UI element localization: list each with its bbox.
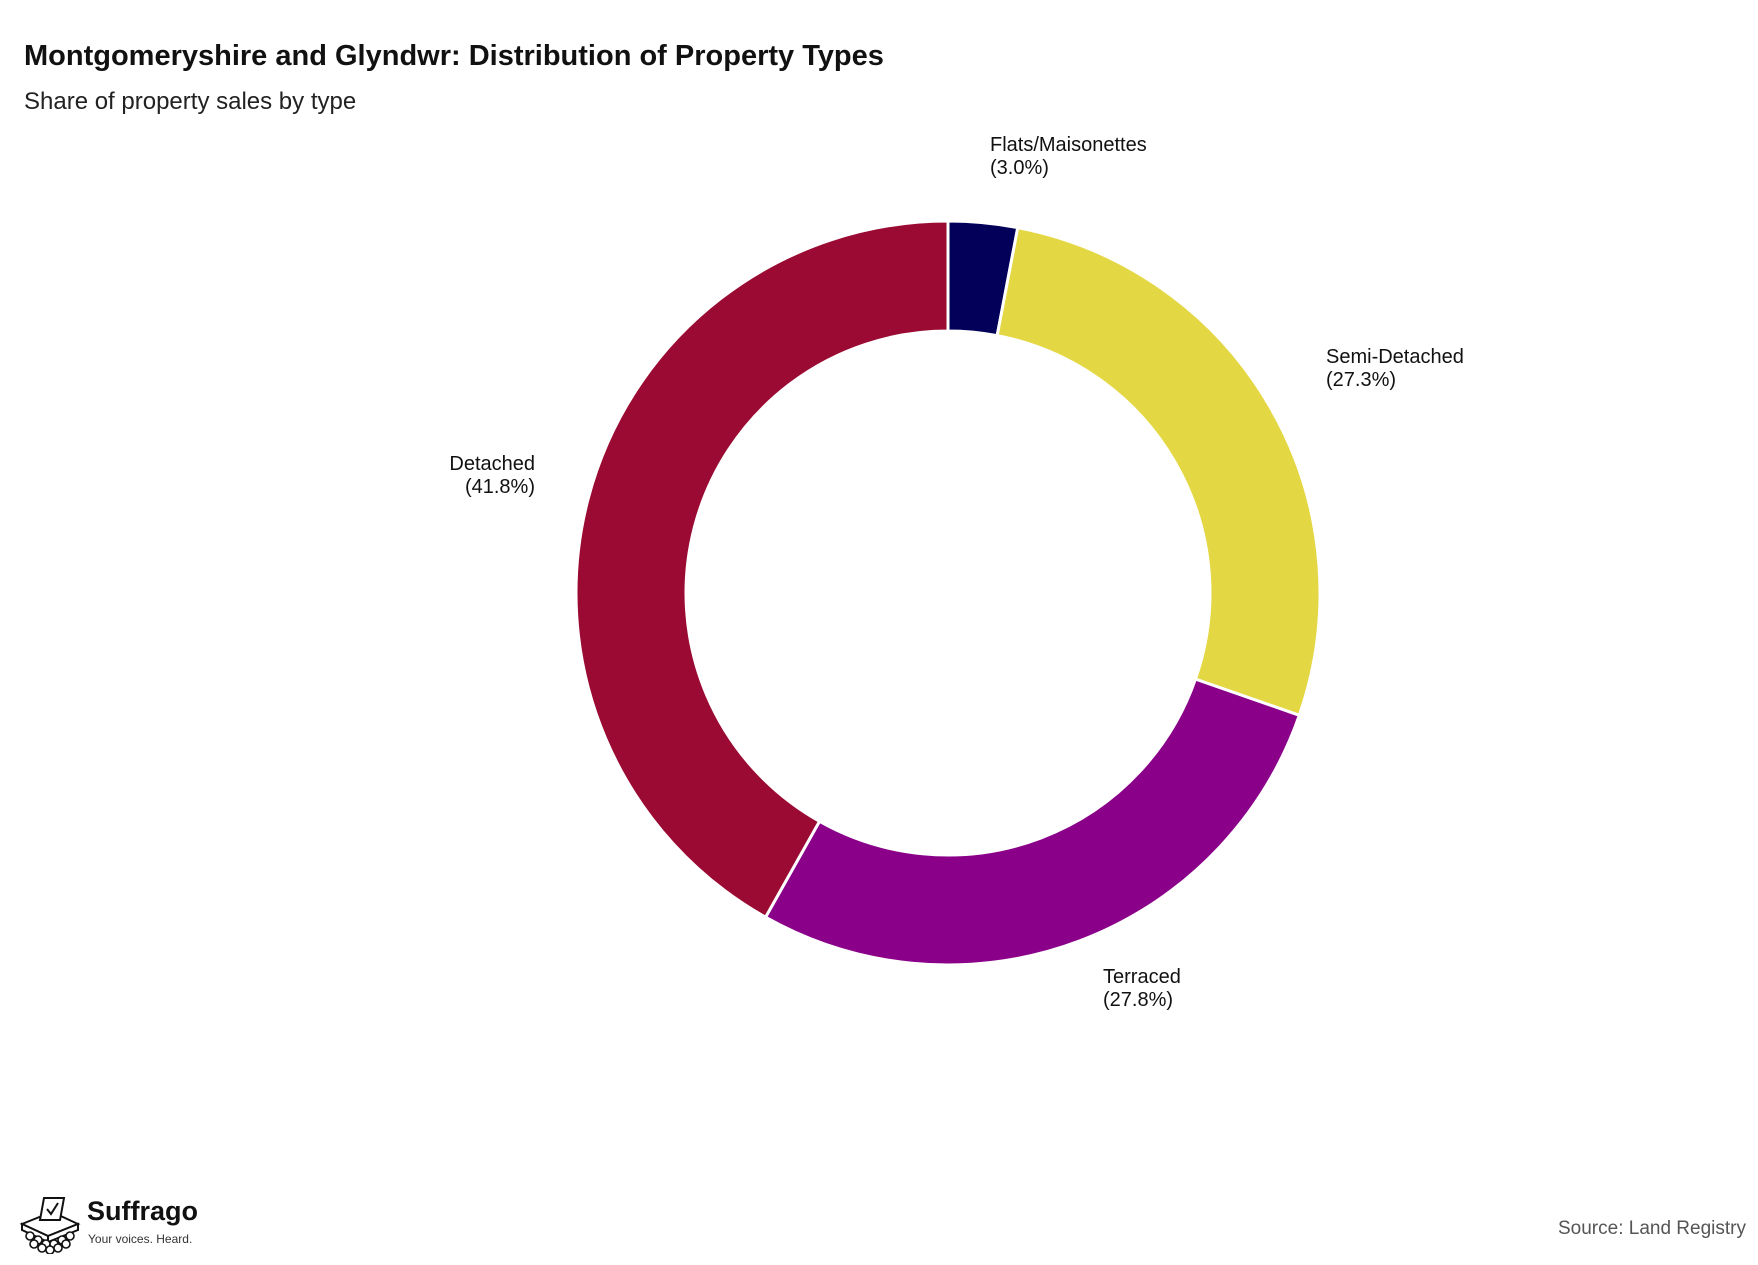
slice-label: Detached (41.8%): [449, 453, 535, 498]
chart-subtitle: Share of property sales by type: [24, 88, 357, 115]
slice-label-name: Detached: [449, 453, 535, 475]
slice-label: Flats/Maisonettes (3.0%): [990, 134, 1147, 179]
slice-label-value: (27.3%): [1326, 369, 1396, 391]
slice-label-name: Terraced: [1103, 966, 1181, 988]
slice-labels: Flats/Maisonettes (3.0%)Semi-Detached (27.…: [449, 134, 1463, 1011]
slice-label-name: Flats/Maisonettes: [990, 134, 1147, 156]
donut-slices: [574, 219, 1322, 967]
ballot-box-icon: [19, 1197, 81, 1254]
chart-title: Montgomeryshire and Glyndwr: Distributio…: [24, 40, 884, 72]
slice-label-value: (41.8%): [465, 476, 535, 498]
logo-tagline: Your voices. Heard.: [88, 1232, 193, 1246]
slice-detached: [574, 219, 950, 920]
logo-name: Suffrago: [87, 1196, 198, 1226]
source-note: Source: Land Registry: [1558, 1218, 1746, 1239]
slice-label-value: (3.0%): [990, 157, 1049, 179]
slice-label: Semi-Detached (27.3%): [1326, 346, 1464, 391]
slice-label: Terraced (27.8%): [1103, 966, 1181, 1011]
slice-label-name: Semi-Detached: [1326, 346, 1464, 368]
slice-semi-detached: [995, 225, 1322, 718]
slice-label-value: (27.8%): [1103, 989, 1173, 1011]
slice-terraced: [763, 677, 1302, 967]
brand-logo: Suffrago Your voices. Heard.: [14, 1190, 204, 1260]
